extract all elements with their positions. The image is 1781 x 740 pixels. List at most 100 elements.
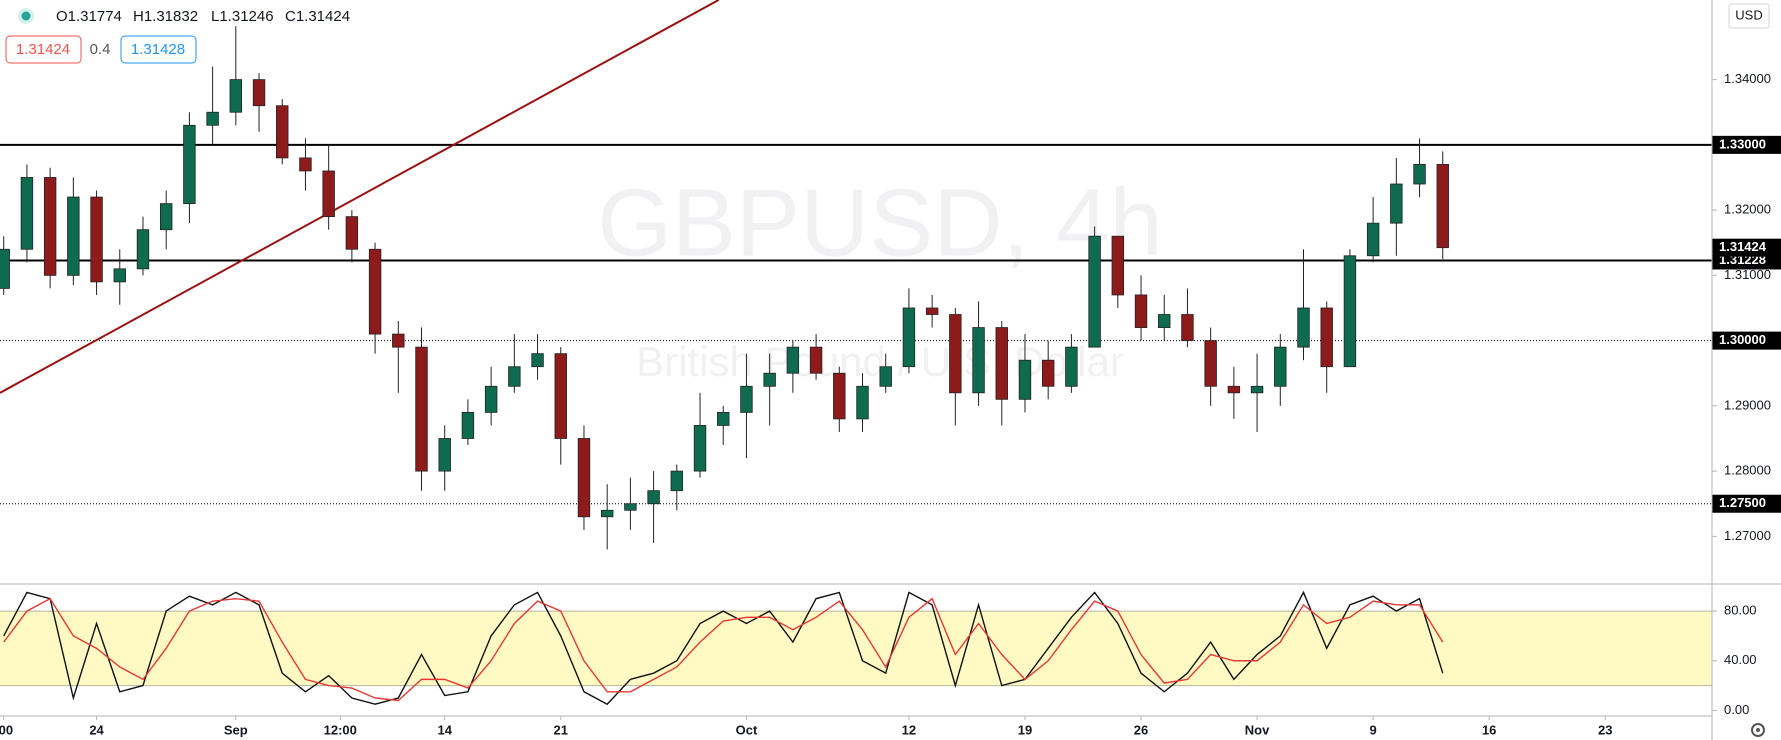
- x-tick-label: 19: [1018, 722, 1032, 737]
- candle-body: [972, 327, 985, 394]
- y-tick-label: 1.34000: [1724, 71, 1771, 86]
- candle-body: [600, 509, 614, 518]
- watermark: GBPUSD, 4h: [597, 169, 1163, 276]
- candle-body: [577, 438, 591, 518]
- candle-body: [1366, 222, 1380, 257]
- currency-button[interactable]: [1728, 3, 1770, 29]
- candle-body: [1227, 385, 1241, 394]
- stoch-y-tick-label: 80.00: [1724, 603, 1757, 618]
- y-tick-label: 1.29000: [1724, 397, 1771, 412]
- x-tick-label: Oct: [736, 722, 758, 737]
- y-tick-label: 1.27000: [1724, 528, 1771, 543]
- candle-body: [252, 79, 266, 107]
- settings-gear[interactable]: [1751, 723, 1765, 737]
- x-tick-label: 24: [89, 722, 104, 737]
- candle-body: [322, 170, 335, 218]
- candle-body: [1320, 307, 1333, 368]
- candle-body: [1065, 346, 1078, 387]
- buy-price[interactable]: 1.31428: [131, 41, 185, 58]
- candle-body: [90, 196, 103, 283]
- candle-body: [1181, 314, 1194, 342]
- candle-body: [136, 229, 150, 270]
- candle-body: [624, 503, 637, 511]
- candle-body: [1158, 314, 1171, 328]
- x-tick-label: 12: [902, 722, 916, 737]
- candle-body: [299, 157, 312, 172]
- candle-body: [1111, 235, 1125, 296]
- candle-body: [368, 248, 382, 335]
- level-label-box: [1712, 331, 1781, 350]
- candle-body: [995, 327, 1008, 400]
- ohlc-low: L1.31246: [211, 8, 274, 25]
- candle-body: [415, 346, 428, 472]
- stoch-y-tick-label: 0.00: [1724, 702, 1749, 717]
- x-tick-label: Nov: [1245, 722, 1270, 737]
- candle-body: [229, 79, 243, 113]
- candle-body: [670, 470, 684, 492]
- candle-body: [1134, 294, 1148, 328]
- candle-body: [531, 353, 544, 368]
- x-tick-label: 9: [1370, 722, 1377, 737]
- candle-body: [740, 385, 753, 413]
- level-label-box: [1712, 135, 1781, 154]
- x-tick-label: :00: [0, 722, 13, 737]
- settings-icon[interactable]: [1751, 723, 1765, 737]
- ohlc-close: C1.31424: [285, 8, 350, 25]
- buy-button[interactable]: [120, 35, 197, 64]
- candle-body: [809, 346, 823, 374]
- candle-body: [484, 385, 498, 413]
- candle-body: [20, 177, 34, 250]
- price-marker-label: 1.31424: [1719, 239, 1767, 254]
- candle-body: [786, 346, 800, 374]
- candle-body: [856, 385, 869, 420]
- price-marker-box: [1712, 238, 1781, 257]
- y-tick-label: 1.28000: [1724, 463, 1771, 478]
- stoch-line: [3, 590, 1444, 706]
- stoch-line: [3, 597, 1444, 702]
- candle-body: [43, 177, 57, 276]
- candle-body: [438, 438, 451, 472]
- candle-body: [461, 411, 475, 439]
- spread: 0.4: [90, 41, 111, 58]
- candle-body: [717, 411, 730, 426]
- sell-button[interactable]: [5, 35, 82, 64]
- candle-body: [1274, 346, 1287, 387]
- trendline: [0, 0, 720, 394]
- ohlc-open: O1.31774: [56, 8, 122, 25]
- candle-body: [1041, 359, 1055, 387]
- candle-body: [833, 372, 846, 420]
- candle-body: [345, 216, 359, 250]
- candle-body: [647, 490, 660, 505]
- level-label: 1.27500: [1719, 495, 1766, 510]
- candle-body: [276, 105, 289, 159]
- candle-body: [0, 248, 10, 289]
- candle-body: [113, 268, 126, 283]
- sell-price[interactable]: 1.31424: [16, 41, 70, 58]
- level-label: 1.30000: [1719, 332, 1766, 347]
- stoch-y-tick-label: 40.00: [1724, 652, 1757, 667]
- y-tick-label: 1.31000: [1724, 267, 1771, 282]
- x-tick-label: 23: [1598, 722, 1612, 737]
- candle-body: [1297, 307, 1310, 348]
- settings-hub[interactable]: [1756, 728, 1760, 732]
- status-dot-inner: [21, 11, 31, 21]
- level-label-box: [1712, 494, 1781, 513]
- candle-body: [925, 307, 939, 315]
- candle-body: [1250, 385, 1264, 394]
- candle-body: [206, 111, 219, 126]
- candle-body: [879, 366, 892, 387]
- candle-body: [902, 307, 916, 368]
- candle-body: [183, 124, 196, 204]
- x-tick-label: 12:00: [324, 722, 357, 737]
- candle-body: [949, 314, 962, 394]
- x-tick-label: 14: [437, 722, 452, 737]
- ohlc-high: H1.31832: [133, 8, 198, 25]
- currency[interactable]: USD: [1735, 7, 1762, 22]
- candle-body: [1018, 359, 1032, 400]
- candle-body: [67, 196, 80, 276]
- candle-body: [763, 372, 776, 387]
- y-tick-label: 1.32000: [1724, 202, 1771, 217]
